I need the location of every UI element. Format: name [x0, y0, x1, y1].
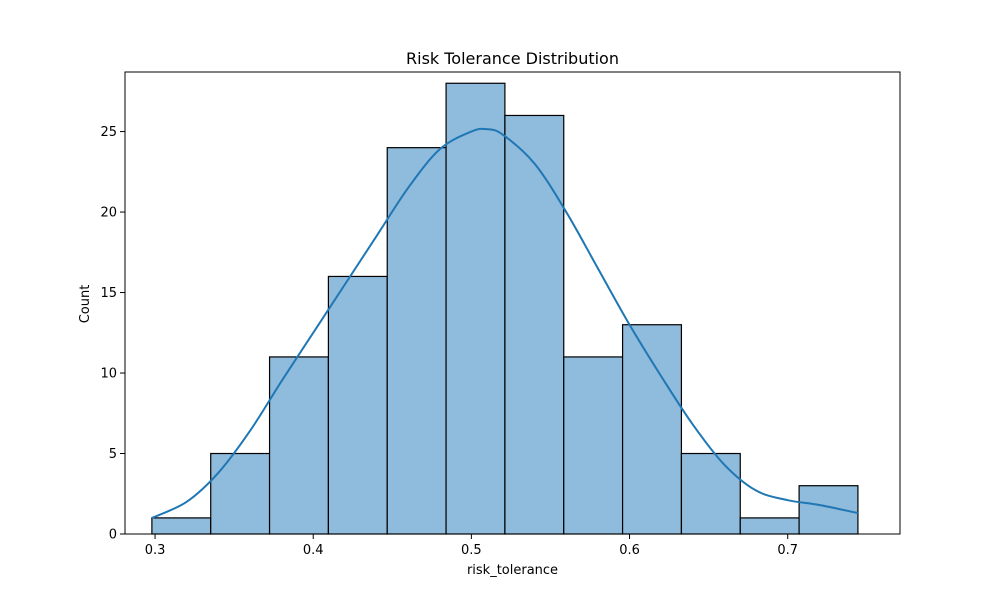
x-tick-label: 0.7: [777, 543, 798, 558]
histogram-bar: [739, 517, 800, 535]
histogram-bar: [210, 452, 271, 535]
bars-group: [151, 82, 859, 535]
kde-group: [151, 127, 859, 519]
y-tick-label: 5: [109, 447, 117, 462]
x-tick-label: 0.6: [619, 543, 640, 558]
x-axis-label: risk_tolerance: [467, 563, 558, 578]
histogram-bar: [151, 517, 212, 535]
histogram-bar: [268, 356, 329, 535]
histogram-bar: [504, 114, 565, 535]
chart-title: Risk Tolerance Distribution: [406, 49, 619, 68]
y-tick-label: 20: [100, 206, 117, 221]
histogram-bar: [621, 324, 683, 535]
plot-frame: [124, 71, 901, 535]
x-tick-label: 0.3: [145, 543, 166, 558]
histogram-bar: [386, 147, 447, 535]
histogram-bar: [563, 356, 624, 535]
y-tick-label: 0: [109, 528, 117, 543]
y-tick-label: 15: [100, 286, 117, 301]
axes-group: 0.3 0.4 0.5 0.6 0.7 0 5 10 15 20 25: [100, 71, 901, 558]
y-tick-label: 10: [100, 367, 117, 382]
y-axis-label: Count: [78, 285, 93, 324]
x-tick-label: 0.4: [303, 543, 324, 558]
histogram-bar: [798, 485, 859, 535]
histogram-bar: [680, 452, 741, 535]
y-tick-label: 25: [100, 125, 117, 140]
histogram-bar: [327, 275, 388, 535]
histogram-bar: [445, 82, 506, 535]
x-tick-label: 0.5: [461, 543, 482, 558]
kde-line: [151, 127, 859, 519]
